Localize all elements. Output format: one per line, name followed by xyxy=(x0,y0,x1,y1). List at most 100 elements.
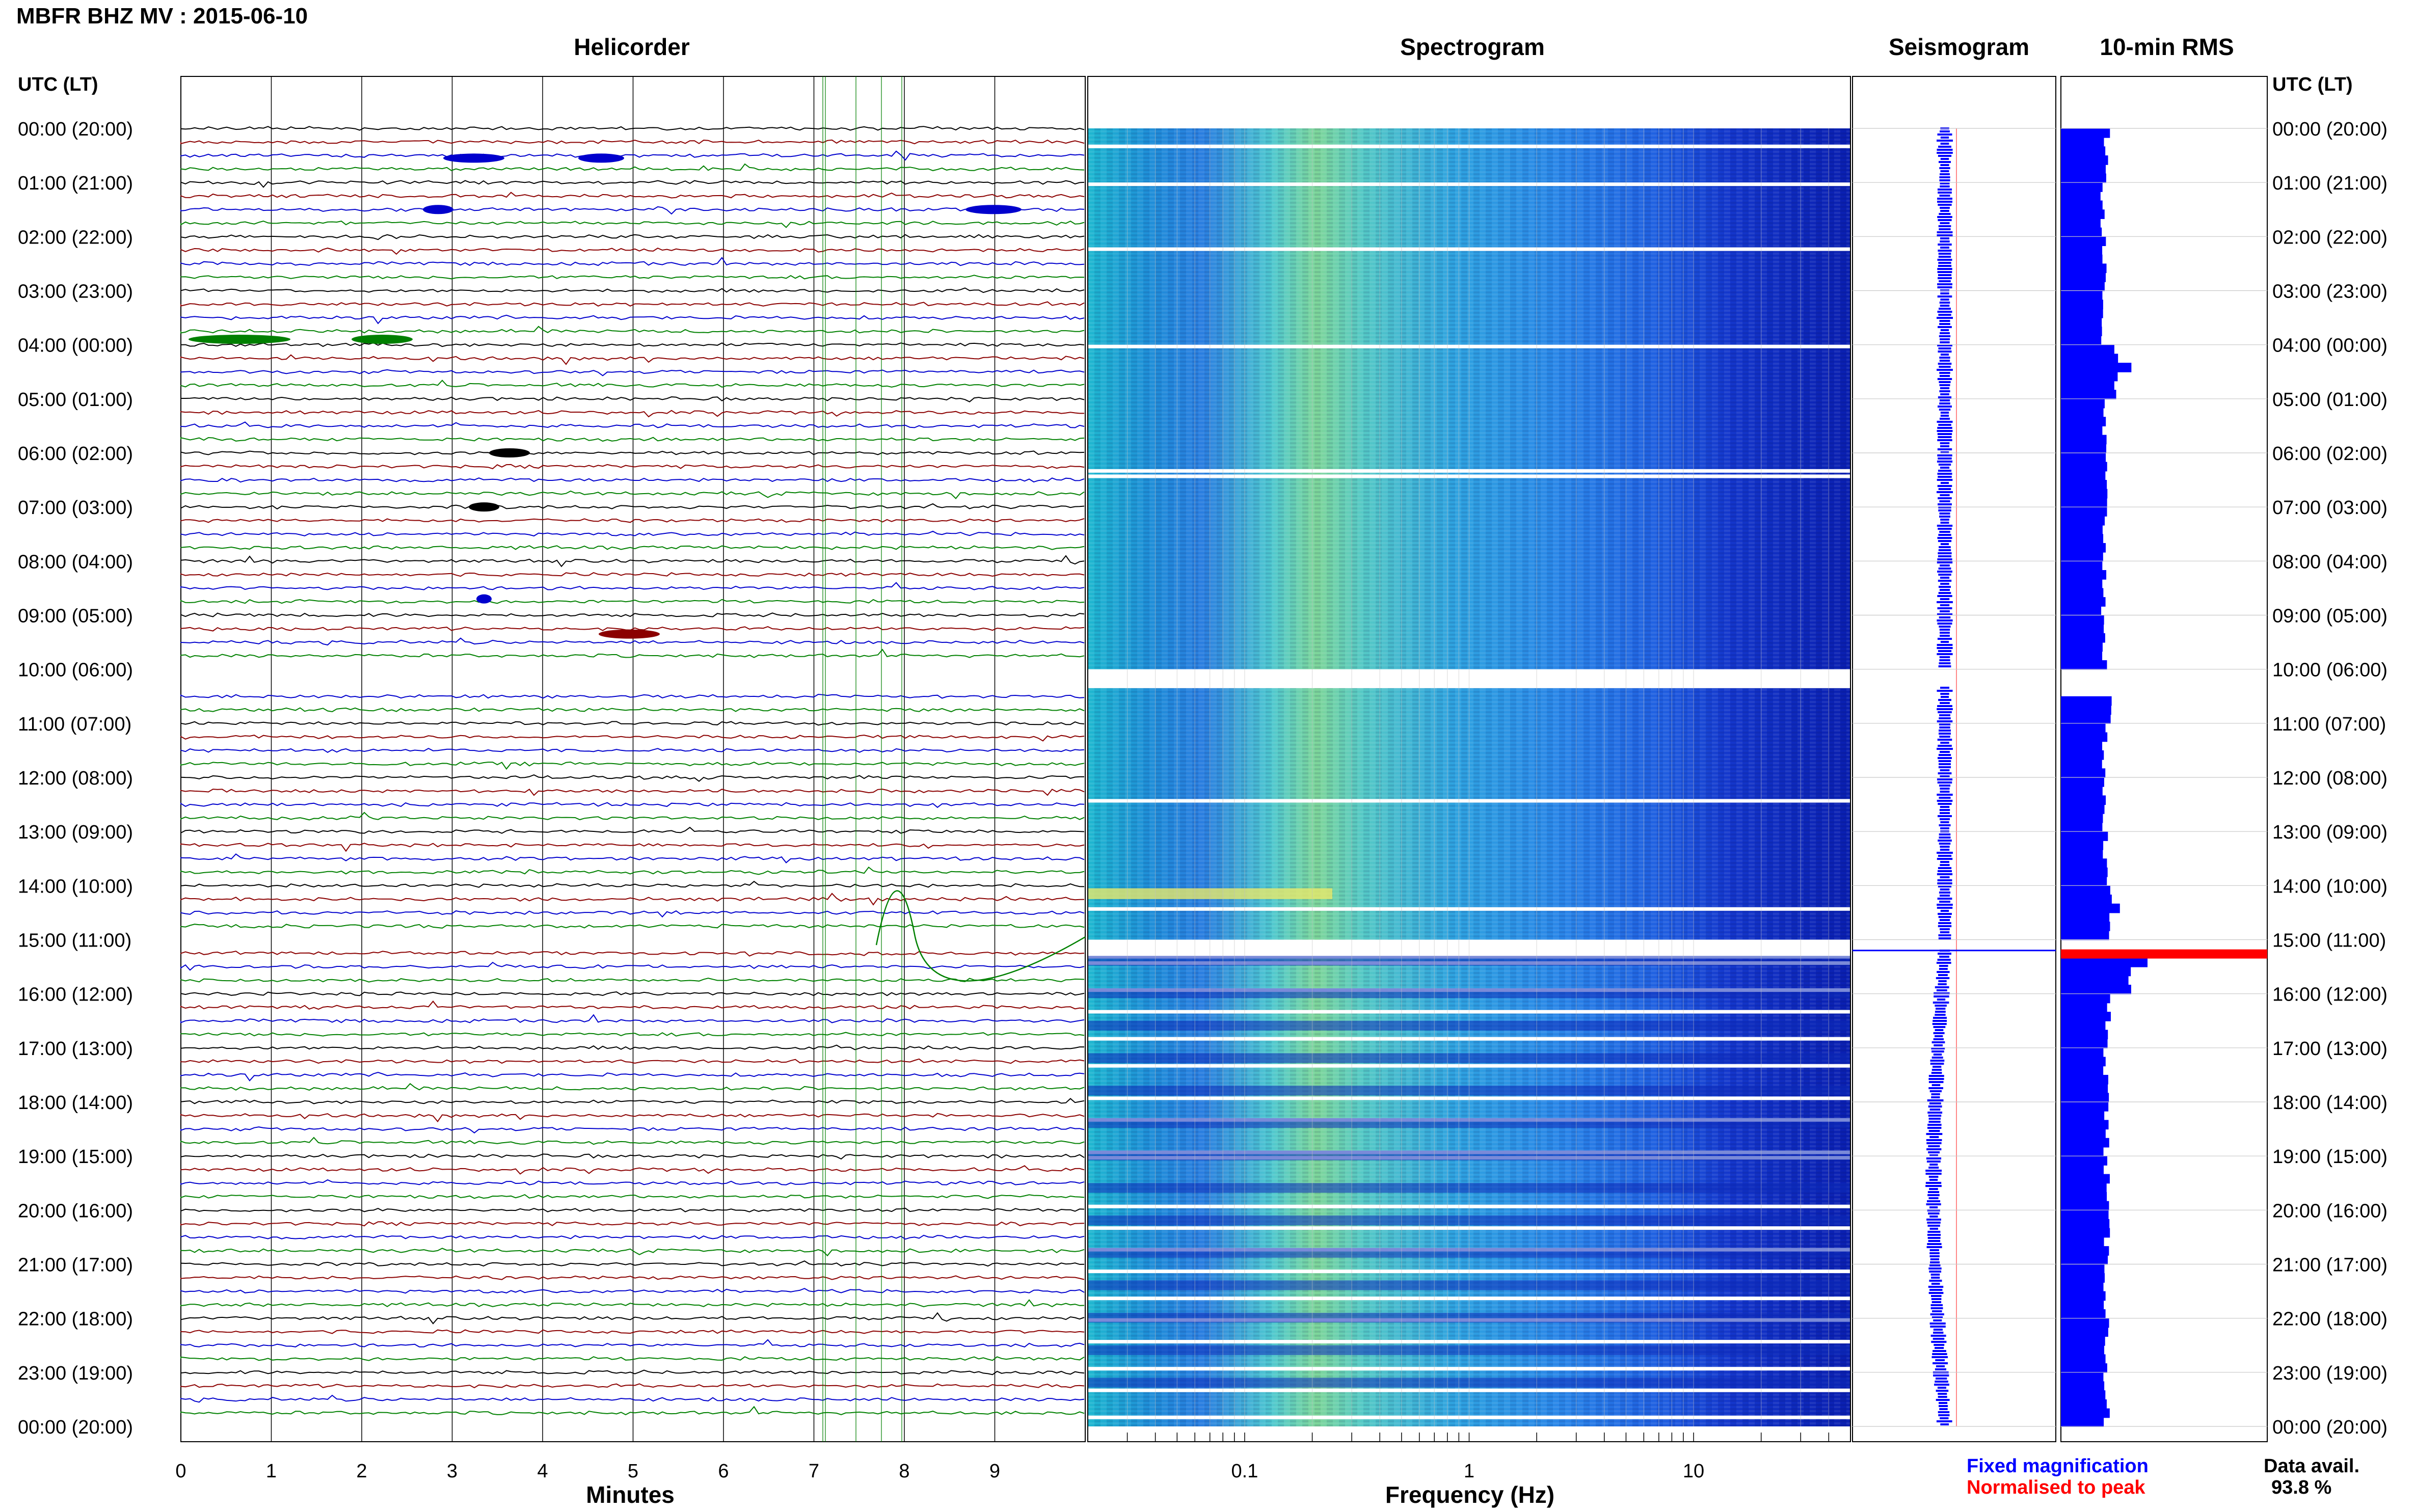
helicorder-trace xyxy=(180,1383,1085,1389)
helicorder-trace xyxy=(180,853,1085,863)
rms-bar xyxy=(2061,1372,2104,1382)
helicorder-tick-label: 1 xyxy=(266,1461,277,1482)
helicorder-trace xyxy=(180,1288,1085,1294)
rms-bar xyxy=(2061,876,2107,886)
time-label-left: 02:00 (22:00) xyxy=(18,227,133,248)
helicorder-trace xyxy=(180,802,1085,808)
legend-fixed-magnification: Fixed magnification xyxy=(1967,1455,2149,1477)
helicorder-trace xyxy=(180,1032,1085,1037)
helicorder-trace xyxy=(180,1369,1085,1375)
helicorder-xlabel: Minutes xyxy=(586,1481,675,1508)
seismogram-frame xyxy=(1852,76,2056,1442)
helicorder-panel xyxy=(180,76,1086,1442)
rms-bar xyxy=(2061,425,2103,436)
time-label-right: 00:00 (20:00) xyxy=(2272,1417,2387,1438)
rms-bar xyxy=(2061,750,2104,760)
helicorder-event xyxy=(965,205,1022,214)
time-labels: 00:00 (20:00) 00:00 (20:00) 01:00 (21:00) 0… xyxy=(18,119,2387,1438)
rms-bar xyxy=(2061,786,2103,796)
rms-bar xyxy=(2061,1120,2109,1130)
rms-bar xyxy=(2061,588,2104,598)
rms-bar xyxy=(2061,1363,2107,1373)
helicorder-trace xyxy=(180,314,1085,325)
rms-bar xyxy=(2061,1066,2104,1075)
helicorder-trace xyxy=(180,503,1085,510)
helicorder-trace xyxy=(180,789,1085,796)
rms-bar xyxy=(2061,417,2106,426)
time-label-right: 15:00 (11:00) xyxy=(2272,930,2386,952)
time-label-right: 23:00 (19:00) xyxy=(2272,1363,2387,1384)
rms-bar xyxy=(2061,1012,2111,1021)
rms-bar xyxy=(2061,1201,2109,1211)
rms-bar xyxy=(2061,1138,2109,1148)
time-label-right: 05:00 (01:00) xyxy=(2272,389,2387,411)
legend-normalised-to-peak: Normalised to peak xyxy=(1967,1477,2145,1498)
rms-bar xyxy=(2061,363,2132,372)
rms-bar xyxy=(2061,408,2104,418)
helicorder-trace xyxy=(180,880,1085,888)
helicorder-trace xyxy=(180,192,1085,199)
rms-bar xyxy=(2061,606,2102,616)
rms-bar xyxy=(2061,579,2103,589)
rms-bar xyxy=(2061,1282,2104,1292)
time-label-right: 02:00 (22:00) xyxy=(2272,227,2387,248)
helicorder-trace xyxy=(180,287,1085,293)
rms-bar xyxy=(2061,723,2106,733)
axis-ticks: 0 1 2 3 4 5 6 7 8 9 0.1 1 10 xyxy=(175,1461,1704,1482)
rms-bar xyxy=(2061,1192,2107,1202)
rms-bar xyxy=(2061,164,2106,174)
helicorder-trace xyxy=(180,257,1085,266)
rms-bar xyxy=(2061,1156,2108,1166)
helicorder-trace xyxy=(180,1356,1085,1361)
helicorder-event xyxy=(189,335,290,344)
rms-bar xyxy=(2061,732,2108,742)
helicorder-trace xyxy=(180,1275,1085,1280)
helicorder-trace xyxy=(180,747,1085,753)
helicorder-trace xyxy=(180,735,1085,742)
helicorder-trace xyxy=(180,572,1085,577)
time-label-left: 15:00 (11:00) xyxy=(18,930,131,952)
rms-bar xyxy=(2061,1255,2108,1265)
utc-header-right: UTC (LT) xyxy=(2272,74,2353,95)
rms-bar xyxy=(2061,471,2106,481)
rms-bar xyxy=(2061,398,2105,409)
helicorder-trace xyxy=(180,326,1085,334)
rms-bar xyxy=(2061,976,2129,985)
rms-bar xyxy=(2061,290,2103,301)
time-label-left: 14:00 (10:00) xyxy=(18,876,133,897)
rms-bar xyxy=(2061,173,2106,183)
helicorder-trace xyxy=(180,396,1085,402)
helicorder-trace xyxy=(180,247,1085,255)
spectrogram-header: Spectrogram xyxy=(1400,34,1545,60)
helicorder-trace xyxy=(180,978,1085,983)
rms-bar xyxy=(2061,236,2106,247)
rms-bar xyxy=(2061,1147,2104,1157)
rms-bar xyxy=(2061,840,2104,850)
helicorder-trace xyxy=(180,1339,1085,1348)
rms-bar xyxy=(2061,1417,2104,1427)
rms-bar xyxy=(2061,1309,2106,1319)
helicorder-trace xyxy=(180,410,1084,418)
time-label-right: 10:00 (06:00) xyxy=(2272,660,2387,681)
figure-title: MBFR BHZ MV : 2015-06-10 xyxy=(16,4,308,29)
helicorder-trace xyxy=(180,342,1085,347)
helicorder-trace xyxy=(180,707,1085,713)
time-label-left: 21:00 (17:00) xyxy=(18,1255,133,1276)
time-label-left: 22:00 (18:00) xyxy=(18,1309,133,1330)
rms-bar xyxy=(2061,462,2107,472)
time-label-left: 07:00 (03:00) xyxy=(18,497,133,519)
rms-bar xyxy=(2061,1057,2106,1067)
helicorder-trace xyxy=(180,893,1085,906)
time-label-right: 22:00 (18:00) xyxy=(2272,1309,2387,1330)
rms-bar xyxy=(2061,1399,2107,1409)
time-label-left: 13:00 (09:00) xyxy=(18,822,133,843)
spectrogram-tick-label: 0.1 xyxy=(1231,1461,1258,1482)
rms-bar xyxy=(2061,390,2116,399)
time-label-left: 08:00 (04:00) xyxy=(18,551,133,573)
time-label-left: 05:00 (01:00) xyxy=(18,389,133,411)
helicorder-trace xyxy=(180,369,1085,376)
rms-bar xyxy=(2061,1228,2110,1238)
rms-bar xyxy=(2061,777,2104,787)
rms-bar xyxy=(2061,1390,2106,1400)
